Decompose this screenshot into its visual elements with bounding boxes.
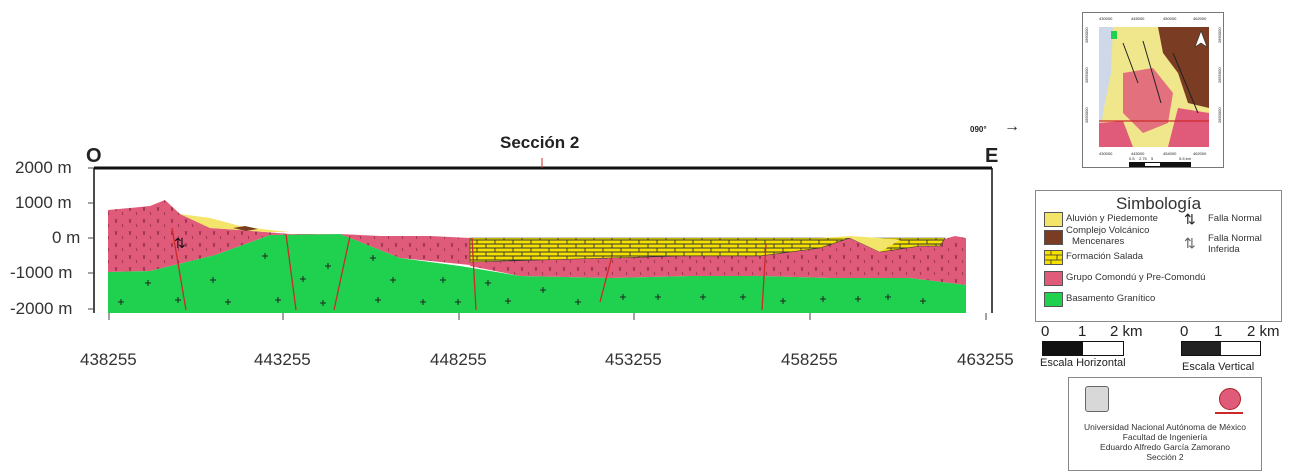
inferred-fault-icon: ⇅ [1184, 235, 1196, 251]
granite-unit [108, 234, 966, 313]
faculty-logo-icon [1219, 388, 1241, 410]
legend-label-volcanic-2: Mencenares [1072, 236, 1125, 247]
inset-top-tick: 450000 [1163, 16, 1177, 21]
scale-tick: 0 [1041, 323, 1050, 340]
institution-line: Sección 2 [1146, 452, 1184, 462]
aluvion-unit [180, 214, 290, 232]
inset-location-map: 430000 445000 450000 462000 430000 44500… [1082, 12, 1224, 168]
bearing-arrow-icon: → [1004, 118, 1020, 135]
legend-label-fault-inferred-2: Inferida [1208, 244, 1240, 255]
inset-top-tick: 445000 [1131, 16, 1145, 21]
salada-unit [469, 237, 946, 263]
fault-lines [171, 227, 767, 311]
bearing-label: 090° [970, 125, 987, 134]
fault-line [761, 243, 767, 311]
brick-pattern-icon [1045, 251, 1062, 264]
inset-top-tick: 430000 [1099, 16, 1113, 21]
y-axis-ticks [88, 167, 94, 310]
legend-label-granite: Basamento Granítico [1066, 293, 1156, 304]
inset-top-tick: 462000 [1193, 16, 1207, 21]
inset-right-tick: 2850000 [1217, 107, 1222, 123]
inset-bottom-tick: 445000 [1131, 151, 1145, 156]
endpoint-west: O [86, 145, 102, 167]
scale-tick: 1 [1214, 323, 1223, 340]
scale-tick: 2 km [1110, 323, 1143, 340]
fault-displacement-symbol: ⇅ [174, 236, 186, 252]
inset-scale-tick: 2.75 [1139, 156, 1147, 161]
institution-box: Universidad Nacional Autónoma de México … [1068, 377, 1262, 471]
x-axis-ticks [108, 313, 987, 320]
comondu-unit [108, 200, 470, 272]
fault-line [599, 255, 613, 303]
fault-line [333, 235, 351, 311]
legend-label-salada: Formación Salada [1066, 251, 1144, 262]
elevation-label: -1000 m [10, 263, 73, 282]
institution-text: Universidad Nacional Autónoma de México … [1069, 422, 1261, 462]
inset-right-tick: 2855000 [1217, 67, 1222, 83]
inset-map-graphic [1099, 27, 1209, 147]
legend-label-comondu: Grupo Comondú y Pre-Comondú [1066, 272, 1206, 283]
legend-swatch-aluvion [1044, 212, 1063, 227]
scale-tick: 1 [1078, 323, 1087, 340]
inset-left-tick: 2860000 [1084, 27, 1089, 43]
legend-swatch-salada [1044, 250, 1063, 265]
scale-bar-vertical [1181, 341, 1261, 356]
inset-scale-bar [1129, 162, 1191, 167]
fault-line [285, 233, 297, 311]
inset-scale-tick: 5.5 km [1179, 156, 1192, 161]
distance-label: 458255 [781, 350, 838, 369]
legend-panel: Simbología Aluvión y Piedemonte Complejo… [1035, 190, 1282, 322]
granite-texture [118, 253, 926, 306]
endpoint-east: E [985, 145, 999, 167]
legend-title: Simbología [1115, 194, 1202, 213]
distance-label: 453255 [605, 350, 662, 369]
scale-tick: 2 km [1247, 323, 1280, 340]
inset-left-tick: 2850000 [1084, 107, 1089, 123]
legend-swatch-volcanic [1044, 230, 1063, 245]
institution-line: Eduardo Alfredo García Zamorano [1100, 442, 1230, 452]
scale-caption-horizontal: Escala Horizontal [1040, 357, 1126, 369]
fault-line [471, 237, 477, 311]
comondu-unit-east [470, 236, 966, 285]
scale-bar-horizontal [1042, 341, 1124, 356]
distance-label: 438255 [80, 350, 137, 369]
institution-line: Facultad de Ingeniería [1122, 432, 1208, 442]
legend-swatch-comondu [1044, 271, 1063, 286]
legend-label-aluvion: Aluvión y Piedemonte [1066, 213, 1158, 224]
legend-label-fault: Falla Normal [1208, 213, 1262, 224]
elevation-label: 0 m [52, 228, 81, 247]
volcanic-unit [233, 226, 258, 231]
elevation-label: 1000 m [15, 193, 72, 212]
inset-right-tick: 2860000 [1217, 27, 1222, 43]
inset-left-tick: 2855000 [1084, 67, 1089, 83]
scale-caption-vertical: Escala Vertical [1182, 361, 1255, 373]
section-title: Sección 2 [500, 133, 580, 152]
distance-label: 448255 [430, 350, 487, 369]
distance-label: 463255 [957, 350, 1014, 369]
distance-label: 443255 [254, 350, 311, 369]
inset-bottom-tick: 462000 [1193, 151, 1207, 156]
legend-label-fault-inferred: Falla Normal [1208, 233, 1262, 244]
legend-swatch-granite [1044, 292, 1063, 307]
inset-bottom-tick: 430000 [1099, 151, 1113, 156]
inset-bottom-tick: 454000 [1163, 151, 1177, 156]
faculty-logo-underline [1215, 412, 1243, 414]
inset-scale-tick: 0.5 [1129, 156, 1135, 161]
unam-seal-icon [1085, 386, 1109, 412]
normal-fault-icon: ⇅ [1184, 211, 1196, 227]
aluvion-unit-east [820, 236, 900, 252]
elevation-label: 2000 m [15, 158, 72, 177]
legend-label-volcanic: Complejo Volcánico [1066, 225, 1150, 236]
scale-tick: 0 [1180, 323, 1189, 340]
elevation-label: -2000 m [10, 299, 73, 318]
cross-section-diagram: ⇅ [88, 158, 993, 320]
institution-line: Universidad Nacional Autónoma de México [1083, 422, 1247, 432]
fault-line [171, 227, 187, 311]
inset-scale-tick: 5 [1151, 156, 1154, 161]
